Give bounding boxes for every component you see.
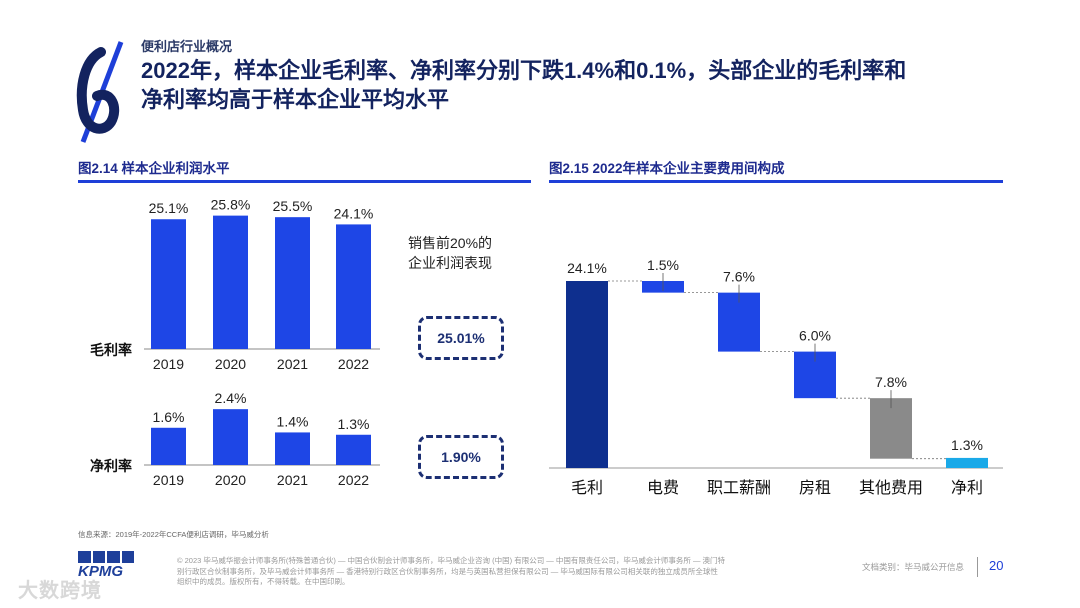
panel-label-net: 净利率 xyxy=(90,458,132,474)
waterfall-bar-净利 xyxy=(946,457,988,468)
source-note: 信息来源：2019年-2022年CCFA便利店调研，毕马威分析 xyxy=(78,530,269,539)
top20-note-line2: 企业利润表现 xyxy=(408,255,492,271)
waterfall-tick-房租: 房租 xyxy=(799,479,831,497)
bar-net-2019 xyxy=(151,427,186,465)
waterfall-tick-职工薪酬: 职工薪酬 xyxy=(707,479,771,497)
bar-gross-2021 xyxy=(275,217,310,349)
tick-label-gross-2019: 2019 xyxy=(153,356,184,372)
legal-line1: © 2023 毕马威华振会计师事务所(特殊普通合伙) — 中国合伙制会计师事务所… xyxy=(177,556,726,565)
profit-level-chart: 毛利率 25.1% 2019 25.8% 2020 25.5% 2021 24.1% 2022 净… xyxy=(90,197,380,488)
waterfall-bar-毛利 xyxy=(566,281,608,468)
bar-gross-2020 xyxy=(213,215,248,349)
data-label-gross-2022: 24.1% xyxy=(334,205,374,221)
bar-net-2020 xyxy=(213,409,248,465)
kpmg-logo: KPMG xyxy=(78,563,123,580)
waterfall-label-毛利: 24.1% xyxy=(567,260,607,276)
tick-label-net-2022: 2022 xyxy=(338,472,369,488)
expense-waterfall-chart: 24.1% 毛利 1.5% 电费 7.6% 职工薪酬 6.0% 房租 7.8% 其他费用 1.3% 净… xyxy=(549,257,1003,497)
waterfall-label-净利: 1.3% xyxy=(951,437,983,453)
brand-six-mark xyxy=(76,41,124,143)
page-title-line1: 2022年，样本企业毛利率、净利率分别下跌1.4%和0.1%，头部企业的毛利率和 xyxy=(141,58,907,83)
section-label: 便利店行业概况 xyxy=(141,39,233,54)
kpi-net-margin: 1.90% xyxy=(418,435,504,479)
bar-net-2021 xyxy=(275,432,310,465)
page-title-line2: 净利率均高于样本企业平均水平 xyxy=(141,87,450,112)
bar-gross-2019 xyxy=(151,219,186,349)
data-label-gross-2020: 25.8% xyxy=(211,197,251,213)
watermark-text: 大数跨境 xyxy=(18,580,102,602)
left-chart-title: 图2.14 样本企业利润水平 xyxy=(78,161,230,176)
right-chart-title: 图2.15 2022年样本企业主要费用间构成 xyxy=(549,161,785,176)
top20-note: 销售前20%的 企业利润表现 xyxy=(408,233,492,273)
data-label-net-2019: 1.6% xyxy=(153,409,185,425)
tick-label-gross-2020: 2020 xyxy=(215,356,246,372)
data-label-net-2020: 2.4% xyxy=(215,390,247,406)
waterfall-tick-净利: 净利 xyxy=(951,479,983,497)
page-title: 2022年，样本企业毛利率、净利率分别下跌1.4%和0.1%，头部企业的毛利率和… xyxy=(141,56,1021,114)
waterfall-label-职工薪酬: 7.6% xyxy=(723,269,755,285)
waterfall-label-其他费用: 7.8% xyxy=(875,374,907,390)
right-chart-rule xyxy=(549,180,1003,183)
kpmg-logo-blocks xyxy=(78,551,134,563)
data-label-net-2021: 1.4% xyxy=(277,413,309,429)
legal-text: © 2023 毕马威华振会计师事务所(特殊普通合伙) — 中国合伙制会计师事务所… xyxy=(177,556,837,588)
bar-gross-2022 xyxy=(336,224,371,349)
waterfall-label-房租: 6.0% xyxy=(799,328,831,344)
tick-label-gross-2021: 2021 xyxy=(277,356,308,372)
waterfall-tick-电费: 电费 xyxy=(647,479,679,497)
waterfall-bar-其他费用 xyxy=(870,398,912,459)
waterfall-tick-毛利: 毛利 xyxy=(571,479,603,497)
data-label-gross-2021: 25.5% xyxy=(273,198,313,214)
page-number: 20 xyxy=(989,558,1004,573)
waterfall-tick-其他费用: 其他费用 xyxy=(859,479,923,497)
doc-type: 文档类别：毕马威公开信息 xyxy=(862,562,965,572)
tick-label-net-2021: 2021 xyxy=(277,472,308,488)
top20-note-line1: 销售前20%的 xyxy=(408,235,493,251)
kpi-gross-margin: 25.01% xyxy=(418,316,504,360)
tick-label-net-2020: 2020 xyxy=(215,472,246,488)
footer-divider xyxy=(977,557,978,577)
data-label-gross-2019: 25.1% xyxy=(149,200,189,216)
tick-label-net-2019: 2019 xyxy=(153,472,184,488)
tick-label-gross-2022: 2022 xyxy=(338,356,369,372)
panel-label-gross: 毛利率 xyxy=(90,342,132,358)
data-label-net-2022: 1.3% xyxy=(338,416,370,432)
left-chart-rule xyxy=(78,180,531,183)
waterfall-label-电费: 1.5% xyxy=(647,257,679,273)
legal-line3: 组织中的成员。版权所有，不得转载。在中国印刷。 xyxy=(177,577,350,586)
bar-net-2022 xyxy=(336,434,371,465)
legal-line2: 别行政区合伙制事务所，及毕马威会计师事务所 — 香港特别行政区合伙制事务所，均是… xyxy=(177,566,718,576)
